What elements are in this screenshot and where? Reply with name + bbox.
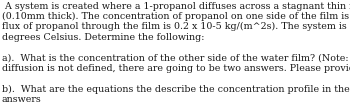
Text: flux of propanol through the film is 0.2 x 10-5 kg/(m^2s). The system is maintai: flux of propanol through the film is 0.2…	[2, 22, 350, 31]
Text: b).  What are the equations the describe the concentration profile in the film f: b). What are the equations the describe …	[2, 85, 350, 94]
Text: a).  What is the concentration of the other side of the water film? (Note: As th: a). What is the concentration of the oth…	[2, 53, 350, 62]
Text: degrees Celsius. Determine the following:: degrees Celsius. Determine the following…	[2, 33, 204, 42]
Text: A system is created where a 1-propanol diffuses across a stagnant thin film of l: A system is created where a 1-propanol d…	[2, 2, 350, 11]
Text: diffusion is not defined, there are going to be two answers. Please provide both: diffusion is not defined, there are goin…	[2, 64, 350, 73]
Text: answers: answers	[2, 95, 42, 104]
Text: (0.10mm thick). The concentration of propanol on one side of the film is 1.2 kg/: (0.10mm thick). The concentration of pro…	[2, 12, 350, 21]
